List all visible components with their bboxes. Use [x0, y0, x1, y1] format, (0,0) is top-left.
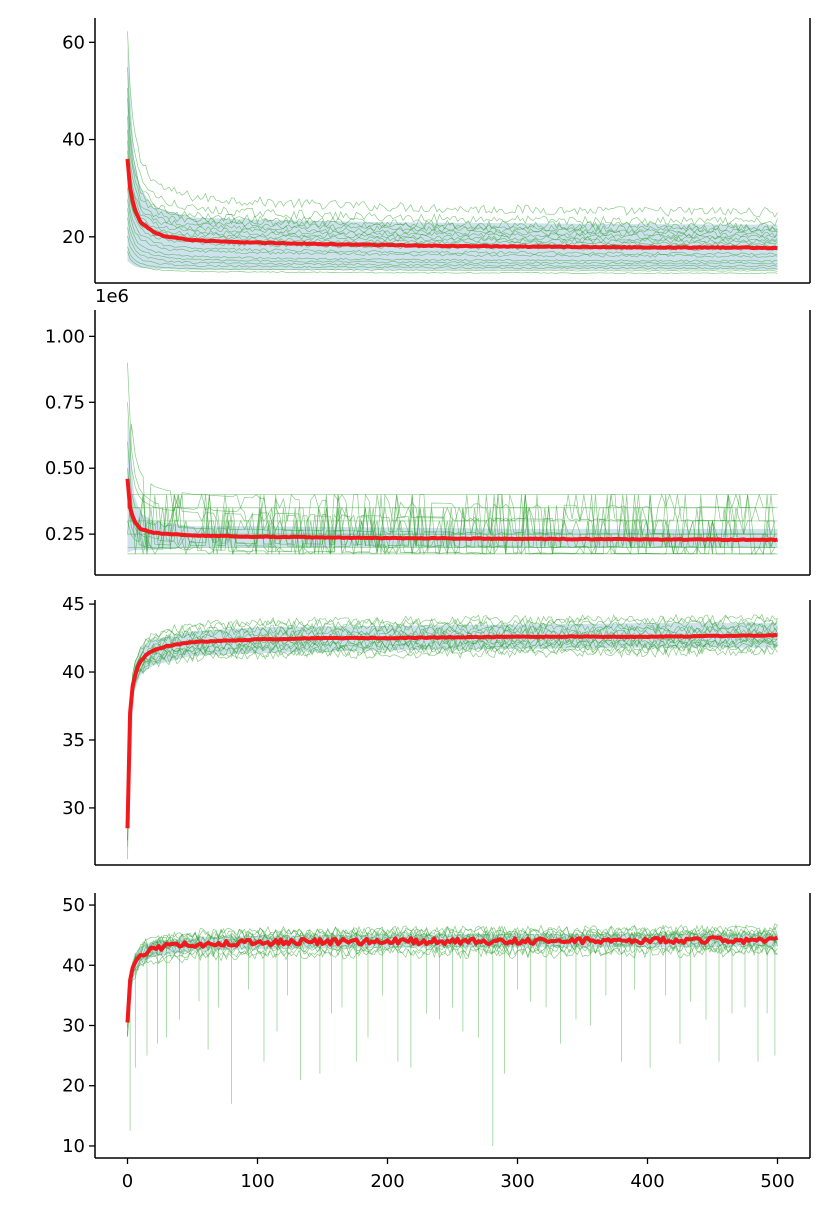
run-line-7: [127, 140, 778, 240]
run-line-1: [127, 31, 778, 218]
run-line-6: [127, 627, 778, 828]
run-line-19: [127, 246, 778, 272]
run-line-17: [127, 227, 778, 268]
run-line-5: [127, 116, 778, 235]
run-line-2: [127, 67, 778, 227]
run-line-3: [127, 87, 778, 232]
x-tick-label: 0: [122, 1171, 133, 1192]
y-tick-label: 40: [62, 662, 85, 683]
run-line-14: [127, 199, 778, 258]
mean-line: [125, 158, 778, 251]
run-line-4: [127, 622, 778, 829]
run-line-7: [127, 630, 778, 825]
run-line-15: [127, 208, 778, 263]
y-tick-label: 20: [62, 227, 85, 248]
run-line-18: [127, 235, 778, 270]
run-line-14: [127, 637, 778, 860]
run-line-10: [127, 638, 778, 813]
y-tick-label: 0.25: [45, 524, 85, 545]
y-tick-label: 1.00: [45, 326, 85, 347]
y-tick-label: 35: [62, 730, 85, 751]
run-line-12: [127, 644, 778, 812]
mean-line: [125, 935, 779, 1023]
run-line-13: [127, 187, 778, 256]
mean-line: [125, 478, 778, 543]
panel-1-subplot: 20 40 60: [62, 18, 811, 284]
x-tick-label: 300: [500, 1171, 534, 1192]
run-line-6: [127, 129, 778, 238]
run-line-5: [127, 624, 778, 826]
panel-3-subplot: 30 35 40 45: [62, 594, 811, 866]
x-tick-label: 200: [370, 1171, 404, 1192]
y-tick-label: 10: [62, 1136, 85, 1157]
run-line-1: [127, 423, 775, 555]
run-line-4: [127, 98, 778, 233]
y-tick-label: 20: [62, 1076, 85, 1097]
panel-2-subplot: 0.25 0.50 0.75 1.00 1e6: [45, 286, 811, 576]
run-line-1: [127, 613, 778, 847]
std-band: [127, 623, 778, 849]
y-tick-label: 60: [62, 32, 85, 53]
y-tick-label: 30: [62, 1016, 85, 1037]
run-line-9: [127, 636, 778, 816]
x-tick-label: 500: [760, 1171, 794, 1192]
y-tick-label: 30: [62, 798, 85, 819]
y-tick-label: 0.50: [45, 458, 85, 479]
y-tick-label: 40: [62, 955, 85, 976]
y-offset-label: 1e6: [95, 286, 129, 307]
run-line-8: [127, 150, 778, 242]
x-tick-label: 400: [630, 1171, 664, 1192]
run-line-20: [127, 251, 778, 275]
x-tick-label: 100: [240, 1171, 274, 1192]
run-line-13: [127, 646, 778, 812]
run-line-9: [127, 158, 778, 244]
mean-line: [125, 633, 778, 829]
run-line-2: [127, 615, 778, 841]
run-line-16: [127, 217, 778, 265]
y-tick-label: 0.75: [45, 392, 85, 413]
run-line-10: [127, 164, 778, 246]
y-tick-label: 50: [62, 895, 85, 916]
y-tick-label: 40: [62, 130, 85, 151]
run-line-8: [127, 633, 778, 823]
run-line-11: [127, 641, 778, 816]
y-tick-label: 45: [62, 594, 85, 615]
